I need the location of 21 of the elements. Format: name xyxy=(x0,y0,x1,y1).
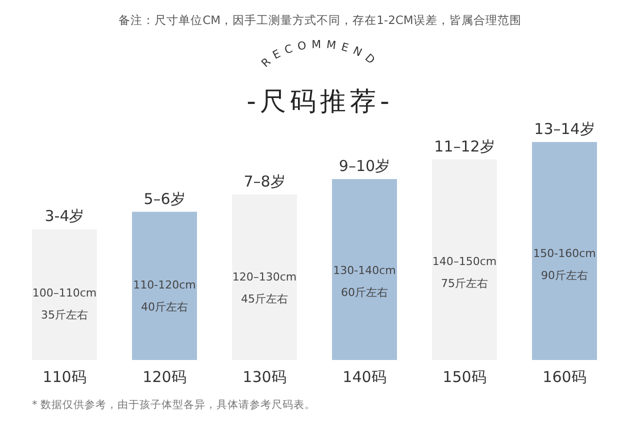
annotation: 140–150cm 75斤左右 xyxy=(432,254,497,290)
annotation: 3-4岁 xyxy=(44,207,84,226)
annotation: 150-160cm 90斤左右 xyxy=(533,247,596,282)
x-tick-label: 130码 xyxy=(242,368,286,386)
annotation: 130-140cm 60斤左右 xyxy=(333,264,396,299)
annotation: 120–130cm 45斤左右 xyxy=(232,270,297,306)
annotation: 5–6岁 xyxy=(144,190,186,208)
x-tick-label: 110码 xyxy=(42,368,86,386)
annotation: 9–10岁 xyxy=(338,157,390,176)
chart-title: -尺码推荐- xyxy=(246,87,394,117)
annotation: 110-120cm 40斤左右 xyxy=(133,278,196,314)
x-tick-label: 140码 xyxy=(342,368,386,386)
annotation: 100–110cm 35斤左右 xyxy=(32,286,97,322)
annotation: 7–8岁 xyxy=(244,172,286,190)
annotation: 13–14岁 xyxy=(534,120,595,138)
x-tick-label: 160码 xyxy=(542,368,586,386)
x-tick-label: 150码 xyxy=(442,368,486,386)
x-tick-label: 120码 xyxy=(142,368,186,386)
text: 备注：尺寸单位CM，因手工测量方式不同，存在1-2CM误差，皆属合理范围 xyxy=(118,13,522,27)
annotation: 11–12岁 xyxy=(434,137,495,156)
text: * 数据仅供参考，由于孩子体型各异，具体请参考尺码表。 xyxy=(32,398,316,411)
